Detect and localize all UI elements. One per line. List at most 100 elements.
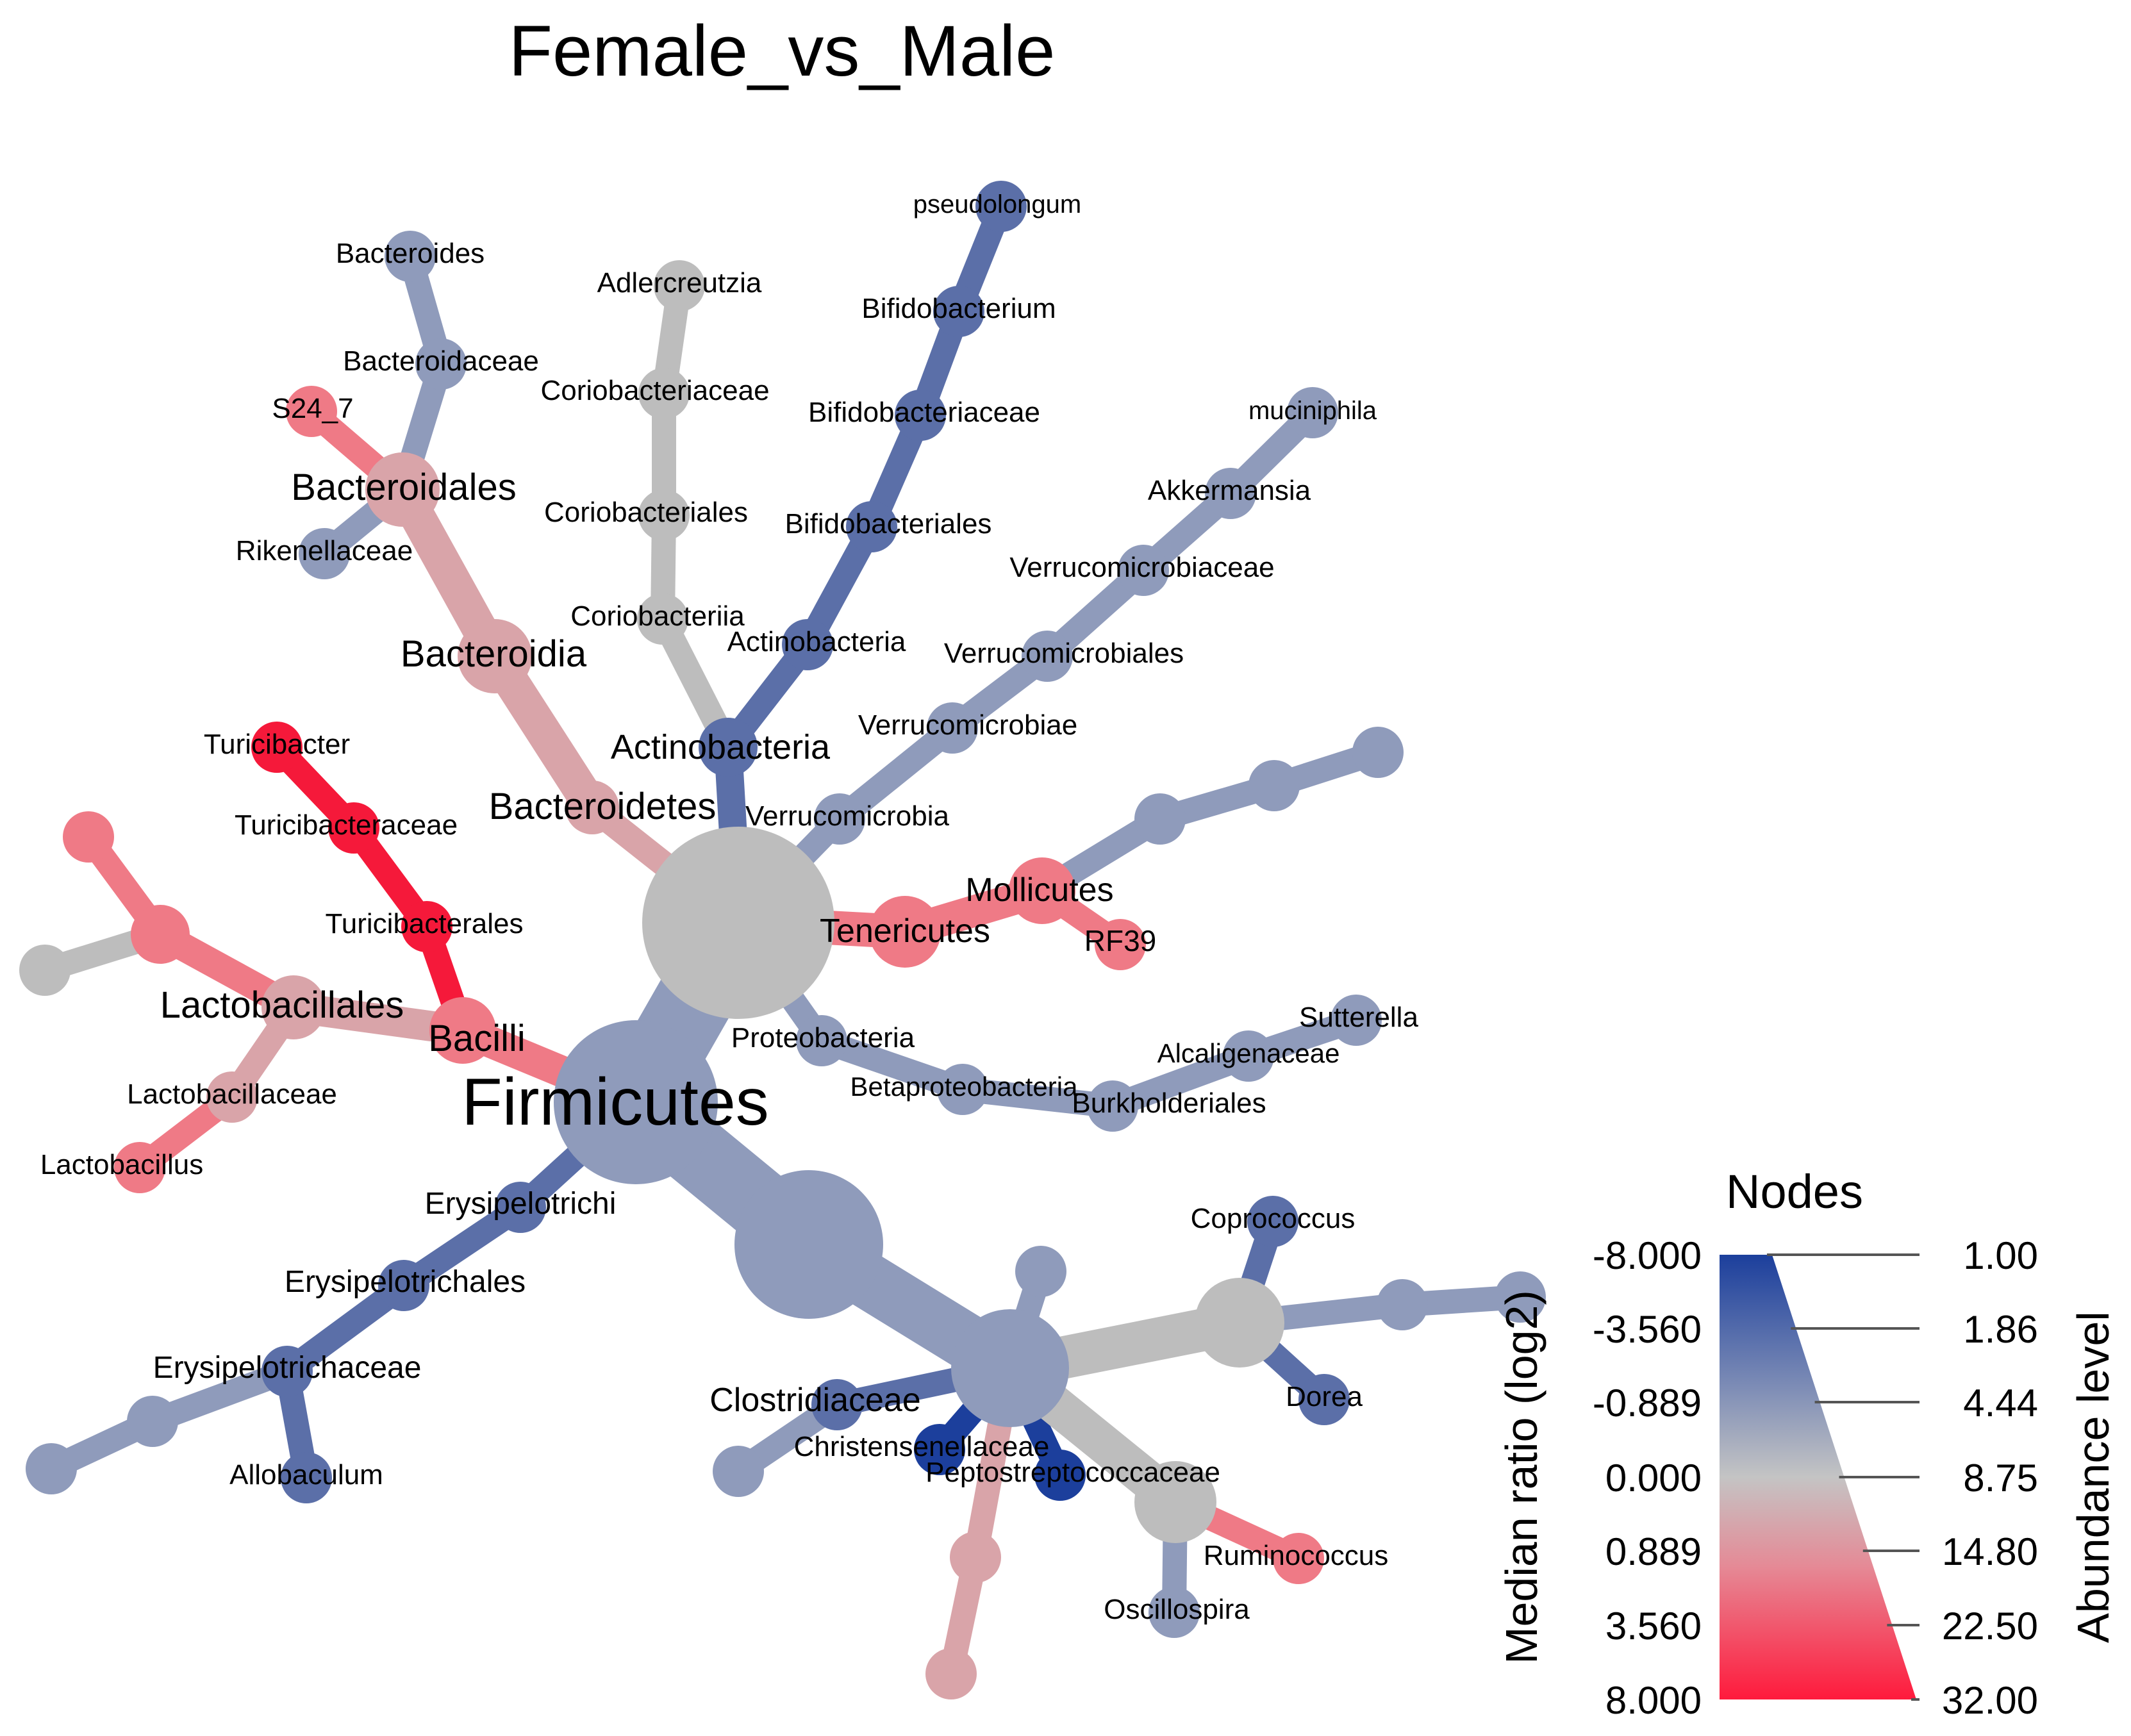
label-mollicutes: Mollicutes — [965, 872, 1113, 909]
node-ruminococcus — [1273, 1533, 1324, 1584]
node-actinobacteria_c — [782, 619, 833, 670]
label-erysipelotrichaceae: Erysipelotrichaceae — [153, 1351, 422, 1385]
node-root — [642, 827, 834, 1019]
node-labels: Firmicutes Bacilli Lactobacillales Lactobac… — [40, 190, 1419, 1625]
label-bacteroidaceae: Bacteroidaceae — [343, 345, 539, 377]
label-betaproteobacteria: Betaproteobacteria — [850, 1071, 1079, 1102]
label-verrucomicrobiales: Verrucomicrobiales — [944, 638, 1184, 669]
node-lac_u2 — [63, 811, 114, 863]
label-s24_7: S24_7 — [272, 393, 353, 424]
node-mollicutes — [1009, 857, 1075, 924]
label-rikenellaceae: Rikenellaceae — [236, 535, 413, 566]
node-clo_u1 — [950, 1532, 1001, 1583]
node-verrucomicrobiales — [1022, 631, 1073, 682]
label-alcaligenaceae: Alcaligenaceae — [1157, 1038, 1340, 1068]
node-adlercreutzia — [654, 260, 705, 311]
legend-title: Nodes — [1726, 1165, 1863, 1218]
node-rf39 — [1095, 919, 1146, 970]
node-verrucomicrobiae — [927, 702, 978, 754]
node-verrucomicrobia — [814, 793, 865, 845]
chart-title: Female_vs_Male — [509, 11, 1056, 91]
legend-size-tick: 14.80 — [1942, 1530, 2038, 1573]
node-actinobacteria_p — [699, 718, 758, 777]
label-sutterella: Sutterella — [1299, 1002, 1418, 1033]
label-pseudolongum: pseudolongum — [913, 190, 1081, 219]
label-turicibacteraceae: Turicibacteraceae — [235, 809, 458, 841]
node-erysipelotrichales — [378, 1260, 429, 1311]
legend-size-tick: 22.50 — [1942, 1605, 2038, 1648]
legend-size-tick: 1.00 — [1963, 1234, 2038, 1277]
node-tenericutes — [869, 896, 941, 968]
node-erysipelotrichi — [495, 1182, 546, 1233]
node-turicibacteraceae — [328, 802, 379, 854]
node-lachnospiraceae — [1195, 1278, 1284, 1368]
node-moll_u1 — [1134, 793, 1186, 845]
legend-color-tick: -8.000 — [1593, 1234, 1702, 1277]
label-tenericutes: Tenericutes — [820, 913, 990, 950]
label-lactobacillus: Lactobacillus — [40, 1149, 203, 1180]
label-bifidobacteriaceae: Bifidobacteriaceae — [808, 397, 1040, 428]
label-bacteroidales: Bacteroidales — [291, 467, 516, 508]
node-lach_u1 — [1377, 1279, 1428, 1330]
label-coriobacteriia: Coriobacteriia — [570, 600, 745, 632]
node-pseudolongum — [975, 181, 1027, 232]
node-ery_u1 — [127, 1396, 178, 1447]
label-burkholderiales: Burkholderiales — [1072, 1087, 1266, 1119]
legend-size-tick: 32.00 — [1942, 1679, 2038, 1722]
node-clo_u2 — [925, 1648, 977, 1699]
node-ery_u2 — [26, 1443, 77, 1494]
label-proteobacteria: Proteobacteria — [731, 1022, 915, 1054]
node-coriobacteriales — [638, 490, 690, 541]
label-clostridiaceae: Clostridiaceae — [709, 1382, 921, 1419]
node-lactobacillales — [261, 975, 326, 1039]
node-lactobacillaceae — [206, 1071, 258, 1123]
tree-nodes — [19, 181, 1546, 1699]
label-akkermansia: Akkermansia — [1148, 475, 1311, 506]
label-turicibacter: Turicibacter — [204, 729, 350, 760]
node-bacteroidetes — [565, 781, 619, 834]
legend-color-tick: 8.000 — [1605, 1679, 1702, 1722]
label-lactobacillaceae: Lactobacillaceae — [127, 1079, 337, 1110]
node-clo_top — [1015, 1246, 1066, 1297]
legend: Nodes -8.000 -3.560 -0.889 0.000 0.889 3.560 8… — [1497, 1165, 2118, 1722]
legend-color-axis-label: Median ratio (log2) — [1497, 1290, 1546, 1664]
legend-color-tick: 0.000 — [1605, 1457, 1702, 1500]
label-muciniphila: muciniphila — [1248, 397, 1377, 425]
legend-color-tick: 3.560 — [1605, 1605, 1702, 1648]
node-bacilli — [429, 997, 496, 1064]
legend-color-tick: -0.889 — [1593, 1382, 1702, 1425]
label-coprococcus: Coprococcus — [1191, 1203, 1356, 1234]
label-peptostreptococcaceae: Peptostreptococcaceae — [925, 1457, 1220, 1488]
label-coriobacteriales: Coriobacteriales — [544, 497, 748, 528]
node-lac_u3 — [19, 945, 70, 996]
node-bifidobacteriales — [846, 501, 897, 552]
node-muciniphila — [1287, 387, 1338, 438]
label-verrucomicrobiae: Verrucomicrobiae — [858, 709, 1077, 741]
label-bacteroidia: Bacteroidia — [401, 633, 587, 675]
legend-size-tick: 1.86 — [1963, 1308, 2038, 1351]
legend-size-axis-label: Abundance level — [2068, 1311, 2118, 1643]
node-oscillospira — [1148, 1587, 1200, 1638]
node-lactobacillus — [114, 1142, 165, 1193]
label-bacilli: Bacilli — [428, 1018, 526, 1059]
node-betaproteobacteria — [937, 1064, 988, 1115]
node-bacteroides — [385, 231, 436, 282]
legend-gradient-wedge — [1720, 1255, 1916, 1699]
node-alcaligenaceae — [1223, 1030, 1274, 1082]
label-dorea: Dorea — [1286, 1381, 1363, 1412]
node-turicibacterales — [401, 901, 452, 952]
label-erysipelotrichi: Erysipelotrichi — [425, 1187, 617, 1221]
node-bifidobacteriaceae — [895, 390, 946, 441]
node-bacteroidia — [458, 619, 532, 693]
node-peptostreptococcaceae — [1034, 1450, 1086, 1501]
label-verrucomicrobiaceae: Verrucomicrobiaceae — [1009, 552, 1274, 583]
node-burkholderiales — [1087, 1080, 1138, 1132]
node-bifidobacterium — [933, 286, 984, 337]
label-bifidobacteriales: Bifidobacteriales — [785, 508, 992, 540]
label-turicibacterales: Turicibacterales — [326, 908, 524, 939]
node-clostridiales — [951, 1309, 1069, 1427]
node-coriobacteriaceae — [638, 368, 690, 419]
legend-color-tick: -3.560 — [1593, 1308, 1702, 1351]
label-lactobacillales: Lactobacillales — [160, 984, 404, 1026]
